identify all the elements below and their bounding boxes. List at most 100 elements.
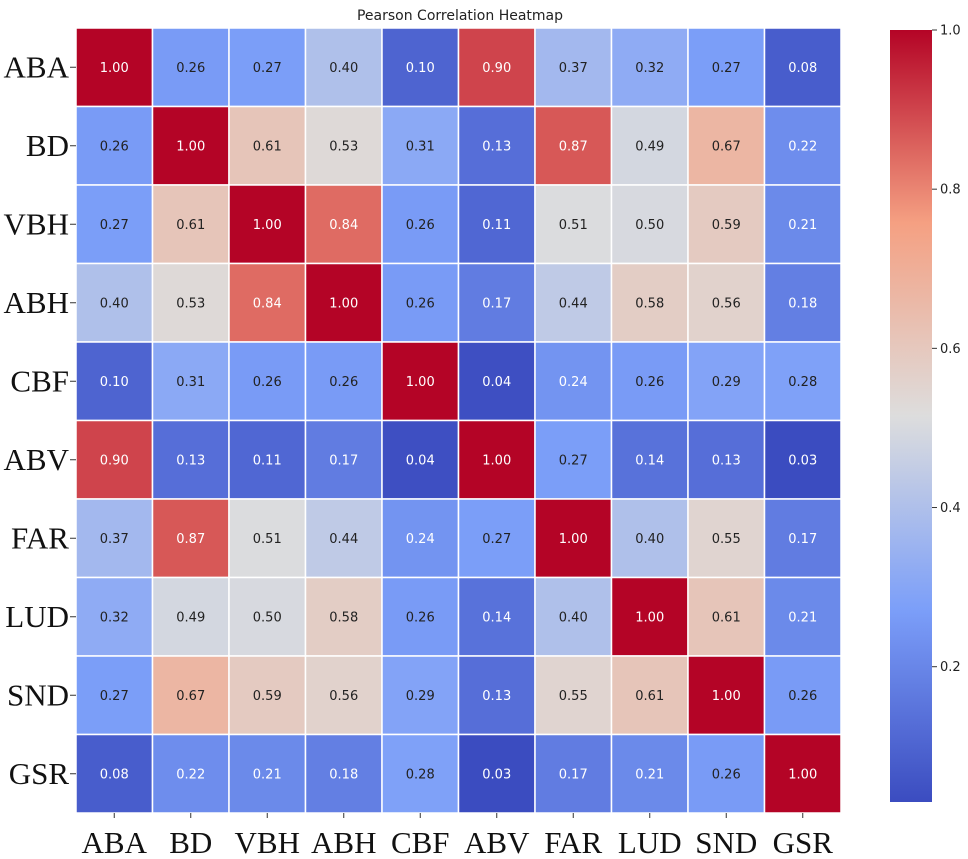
heatmap-cell <box>75 419 154 500</box>
heatmap-cell <box>75 733 154 814</box>
heatmap-cell <box>381 733 460 814</box>
heatmap-cell <box>151 105 230 186</box>
cell-value-label: 0.53 <box>329 139 358 154</box>
cell-value-label: 0.40 <box>559 610 588 625</box>
cell-value-label: 0.28 <box>406 767 435 782</box>
heatmap-cell <box>610 733 689 814</box>
cell-value-label: 0.61 <box>253 139 282 154</box>
cell-value-label: 0.58 <box>635 296 664 311</box>
cell-value-label: 0.61 <box>176 218 205 233</box>
heatmap-cell <box>534 733 613 814</box>
cell-value-label: 0.59 <box>253 689 282 704</box>
cell-value-label: 1.00 <box>788 767 817 782</box>
cell-value-label: 0.67 <box>712 139 741 154</box>
heatmap-cell <box>687 655 766 736</box>
cell-value-label: 1.00 <box>329 296 358 311</box>
heatmap-cell <box>534 184 613 265</box>
heatmap-cell <box>763 655 842 736</box>
cell-value-label: 1.00 <box>482 453 511 468</box>
cell-value-label: 0.27 <box>100 218 129 233</box>
cell-value-label: 0.29 <box>406 689 435 704</box>
heatmap-cell <box>763 733 842 814</box>
colorbar <box>890 30 932 802</box>
x-axis-label: LUD <box>618 825 682 859</box>
heatmap-cell <box>763 498 842 579</box>
cell-value-label: 0.26 <box>635 375 664 390</box>
cell-value-label: 0.50 <box>253 610 282 625</box>
heatmap-cell <box>75 498 154 579</box>
cell-value-label: 0.13 <box>712 453 741 468</box>
cell-value-label: 0.26 <box>406 610 435 625</box>
heatmap-cell <box>763 27 842 108</box>
heatmap-cell <box>534 105 613 186</box>
heatmap-cell <box>151 576 230 657</box>
cell-value-label: 0.14 <box>482 610 511 625</box>
heatmap-cell <box>687 733 766 814</box>
heatmap-cell <box>457 576 536 657</box>
cell-value-label: 0.03 <box>482 767 511 782</box>
heatmap-cell <box>687 341 766 422</box>
heatmap-cell <box>610 576 689 657</box>
heatmap-cell <box>687 576 766 657</box>
cell-value-label: 0.24 <box>559 375 588 390</box>
cell-value-label: 0.44 <box>559 296 588 311</box>
heatmap-cell <box>151 341 230 422</box>
cell-value-label: 0.26 <box>176 61 205 76</box>
heatmap-cell <box>610 341 689 422</box>
cell-value-label: 0.10 <box>406 61 435 76</box>
heatmap-cell <box>763 262 842 343</box>
cell-value-label: 0.31 <box>406 139 435 154</box>
cell-value-label: 0.13 <box>176 453 205 468</box>
cell-value-label: 0.61 <box>712 610 741 625</box>
heatmap-cell <box>381 341 460 422</box>
heatmap-cell <box>75 27 154 108</box>
heatmap-cell <box>228 655 307 736</box>
cell-value-label: 0.17 <box>559 767 588 782</box>
chart-title: Pearson Correlation Heatmap <box>357 8 563 24</box>
heatmap-cell <box>304 498 383 579</box>
y-axis-label: CBF <box>10 363 69 398</box>
y-axis-label: SND <box>7 677 69 712</box>
heatmap-cell <box>304 105 383 186</box>
heatmap-cell <box>381 576 460 657</box>
cell-value-label: 0.28 <box>788 375 817 390</box>
heatmap-cell <box>534 341 613 422</box>
cell-value-label: 1.00 <box>253 218 282 233</box>
heatmap-cell <box>381 184 460 265</box>
heatmap-cell <box>763 576 842 657</box>
y-axis-label: BD <box>26 128 69 163</box>
heatmap-cell <box>228 576 307 657</box>
heatmap-cell <box>304 419 383 500</box>
x-axis-label: VBH <box>235 825 300 859</box>
heatmap-cell <box>151 655 230 736</box>
x-axis-label: FAR <box>544 825 602 859</box>
heatmap-cell <box>151 184 230 265</box>
cell-value-label: 0.27 <box>559 453 588 468</box>
heatmap-cell <box>687 184 766 265</box>
heatmap-cell <box>534 655 613 736</box>
cell-value-label: 0.21 <box>788 218 817 233</box>
x-axis-label: GSR <box>773 825 834 859</box>
heatmap-cell <box>763 105 842 186</box>
heatmap-cell <box>457 105 536 186</box>
cell-value-label: 0.03 <box>788 453 817 468</box>
cell-value-label: 0.11 <box>253 453 282 468</box>
x-axis-label: ABV <box>464 825 530 859</box>
colorbar-tick-label: 0.6 <box>940 342 961 357</box>
cell-value-label: 0.11 <box>482 218 511 233</box>
cell-value-label: 0.90 <box>482 61 511 76</box>
cell-value-label: 0.56 <box>712 296 741 311</box>
cell-value-label: 1.00 <box>712 689 741 704</box>
heatmap-cell <box>687 419 766 500</box>
cell-value-label: 0.18 <box>329 767 358 782</box>
y-axis-label: GSR <box>9 756 70 791</box>
heatmap-cell <box>228 419 307 500</box>
cell-value-label: 0.26 <box>406 296 435 311</box>
cell-value-label: 0.40 <box>635 532 664 547</box>
x-axis-label: CBF <box>391 825 450 859</box>
cell-value-label: 0.49 <box>635 139 664 154</box>
cell-value-label: 0.22 <box>788 139 817 154</box>
cell-value-label: 0.04 <box>406 453 435 468</box>
heatmap-cell <box>457 498 536 579</box>
